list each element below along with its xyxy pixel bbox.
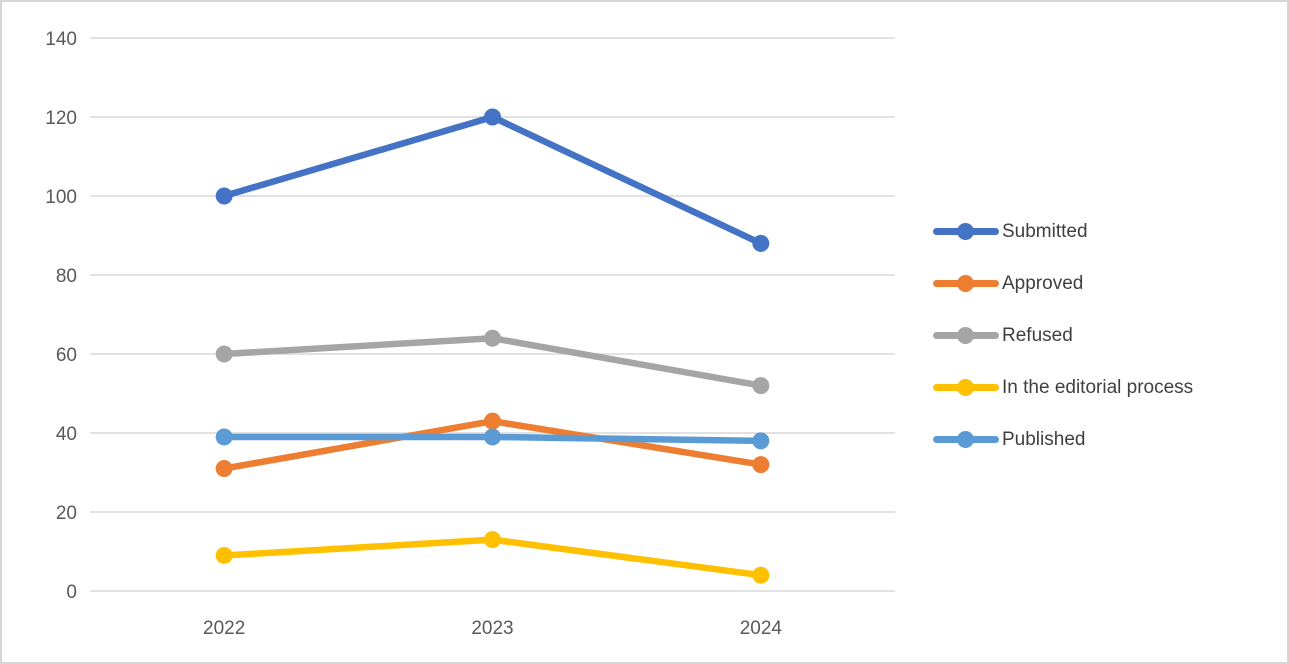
legend-item-approved: Approved — [933, 257, 1193, 309]
legend-item-refused: Refused — [933, 309, 1193, 361]
legend-label: Approved — [1002, 272, 1084, 294]
data-point-submitted-2024 — [752, 234, 770, 252]
data-point-refused-2023 — [484, 329, 501, 347]
data-point-refused-2024 — [752, 377, 770, 395]
data-point-published-2024 — [752, 432, 770, 450]
legend-line-marker-icon — [933, 222, 999, 240]
data-point-approved-2024 — [752, 456, 770, 474]
legend-item-published: Published — [933, 413, 1193, 465]
y-axis-tick-label: 80 — [56, 266, 77, 287]
data-point-submitted-2022 — [215, 187, 233, 205]
y-axis-tick-label: 140 — [45, 29, 77, 50]
x-axis-tick-label: 2022 — [203, 618, 245, 639]
y-axis-tick-label: 0 — [66, 582, 77, 603]
series-line-submitted — [220, 113, 765, 247]
y-axis-tick-label: 100 — [45, 187, 77, 208]
legend-label: Submitted — [1002, 220, 1088, 242]
x-axis-tick-label: 2024 — [740, 618, 783, 639]
legend-line-marker-icon — [933, 430, 999, 448]
legend-line-marker-icon — [933, 326, 999, 344]
data-point-in-the-editorial-process-2023 — [484, 531, 501, 549]
y-axis-tick-label: 120 — [45, 108, 77, 129]
data-point-refused-2022 — [215, 345, 233, 363]
data-point-submitted-2023 — [484, 108, 501, 126]
y-axis-tick-label: 60 — [56, 345, 77, 366]
legend-label: Refused — [1002, 324, 1073, 346]
data-point-published-2022 — [215, 428, 233, 446]
y-axis-tick-label: 40 — [56, 424, 77, 445]
data-point-in-the-editorial-process-2024 — [752, 566, 770, 584]
chart-legend: Submitted Approved Refused In the editorial… — [933, 205, 1193, 465]
legend-label: In the editorial process — [1002, 376, 1194, 398]
legend-line-marker-icon — [933, 274, 999, 292]
y-axis-tick-label: 20 — [56, 503, 77, 524]
data-point-in-the-editorial-process-2022 — [215, 546, 233, 564]
data-point-published-2023 — [484, 428, 501, 446]
legend-line-marker-icon — [933, 378, 999, 396]
data-point-approved-2022 — [215, 460, 233, 478]
data-point-approved-2023 — [484, 412, 501, 430]
legend-item-submitted: Submitted — [933, 205, 1193, 257]
chart-plot-area: 0 20 40 60 80 100 120 140 2022 2023 2024 — [45, 29, 895, 639]
legend-item-in-the-editorial-process: In the editorial process — [933, 361, 1193, 413]
legend-label: Published — [1002, 428, 1086, 450]
x-axis-tick-label: 2023 — [471, 618, 513, 639]
